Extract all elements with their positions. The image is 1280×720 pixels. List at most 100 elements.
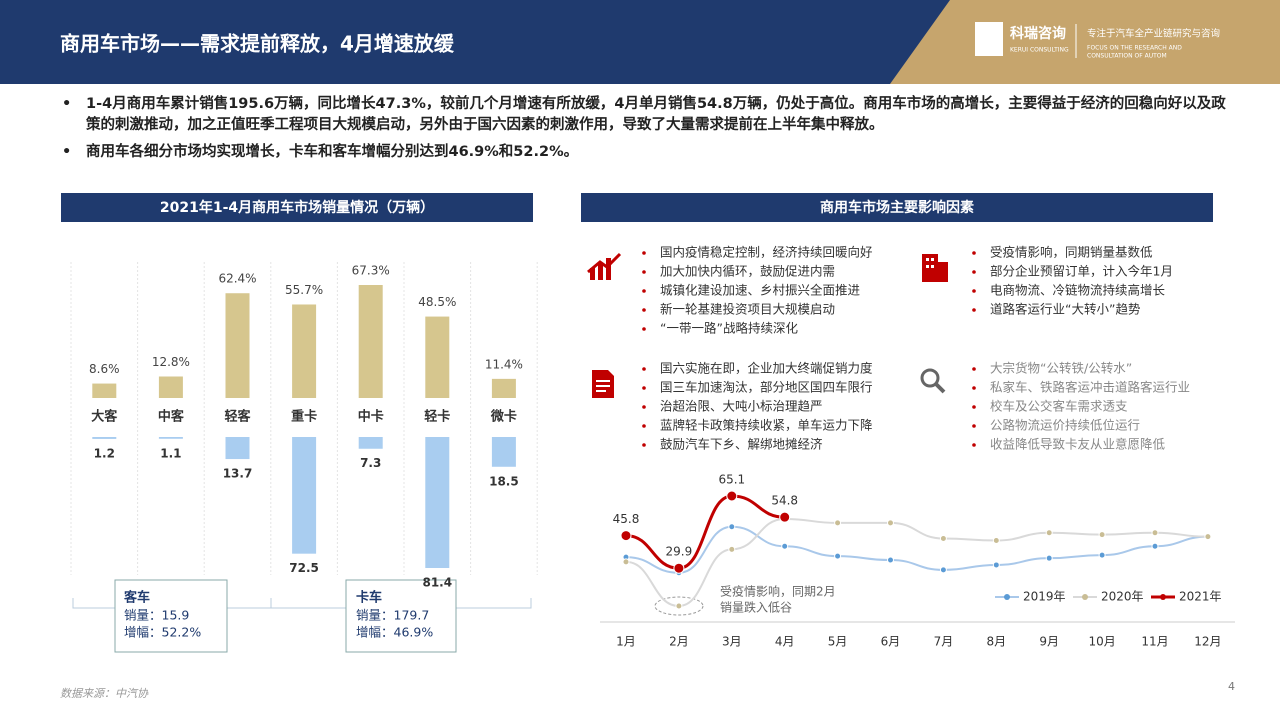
summary-line: 增幅：46.9% — [356, 625, 433, 640]
point — [834, 519, 842, 527]
bullets: 1-4月商用车累计销售195.6万辆，同比增长47.3%，较前几个月增速有所放缓… — [62, 94, 1232, 169]
point — [939, 566, 947, 574]
factor-bullet — [642, 270, 646, 274]
category-label: 微卡 — [490, 409, 517, 425]
category-label: 轻客 — [224, 409, 251, 425]
x-tick-label: 12月 — [1194, 635, 1221, 649]
point — [781, 542, 789, 550]
bar-label: 67.3% — [352, 264, 390, 278]
bar-label: 7.3 — [360, 456, 381, 470]
factor-item: 部分企业预留订单，计入今年1月 — [990, 264, 1173, 279]
bullet: 商用车各细分市场均实现增长，卡车和客车增幅分别达到46.9%和52.2%。 — [62, 142, 1232, 163]
factor-bullet — [972, 251, 976, 255]
factor-item: 国内疫情稳定控制，经济持续回暖向好 — [660, 245, 873, 260]
logo-tagline-en: CONSULTATION OF AUTOM — [1087, 53, 1167, 60]
icon-search — [920, 368, 946, 394]
bar-label: 1.1 — [160, 446, 181, 460]
summary-bracket — [72, 598, 532, 609]
bar-label: 8.6% — [89, 362, 120, 376]
summary-line: 增幅：52.2% — [124, 625, 201, 640]
bar-label: 11.4% — [485, 357, 523, 371]
factor-bullet — [972, 386, 976, 390]
factor-item: 新一轮基建投资项目大规模启动 — [660, 302, 835, 317]
legend-label: 2020年 — [1101, 590, 1144, 604]
factor-bullet — [972, 270, 976, 274]
factor-item: 鼓励汽车下乡、解绑地摊经济 — [660, 437, 823, 452]
dynamic: 国内疫情稳定控制，经济持续回暖向好加大加快内循环，鼓励促进内需城镇化建设加速、乡… — [70, 245, 1222, 649]
factor-bullet — [972, 308, 976, 312]
factor-bullet — [972, 424, 976, 428]
point — [1098, 551, 1106, 559]
icon-document — [592, 370, 614, 398]
point — [622, 558, 630, 566]
factor-item: 私家车、铁路客运冲击道路客运行业 — [990, 380, 1190, 395]
summary-line: 销量：15.9 — [124, 608, 189, 623]
bar-label: 55.7% — [285, 283, 323, 297]
factor-item: 受疫情影响，同期销量基数低 — [990, 245, 1153, 260]
factor-bullet — [642, 443, 646, 447]
factor-bullet — [642, 327, 646, 331]
factor-bullet — [972, 367, 976, 371]
factor-bullet — [642, 386, 646, 390]
legend-label: 2019年 — [1023, 590, 1066, 604]
legend-marker — [1160, 594, 1166, 600]
source: 数据来源：中汽协 — [60, 687, 149, 700]
point — [675, 602, 683, 610]
bar-label: 62.4% — [218, 272, 256, 286]
point — [728, 545, 736, 553]
point — [728, 523, 736, 531]
factor-item: 电商物流、冷链物流持续高增长 — [990, 283, 1166, 298]
annotation-ellipse — [654, 596, 704, 616]
point-label: 45.8 — [613, 512, 640, 526]
bar — [491, 437, 516, 467]
bar — [491, 378, 516, 398]
header-gold — [890, 0, 1280, 84]
bar — [92, 383, 117, 398]
bar-label: 18.5 — [489, 474, 519, 488]
bar-label: 72.5 — [289, 561, 319, 575]
factor-item: 国六实施在即，企业加大终端促销力度 — [660, 361, 873, 376]
x-tick-label: 10月 — [1088, 635, 1115, 649]
point — [939, 534, 947, 542]
point — [779, 511, 791, 523]
factor-bullet — [972, 443, 976, 447]
logo-mark — [975, 22, 1003, 56]
x-tick-label: 9月 — [1039, 635, 1059, 649]
summary-name: 客车 — [124, 590, 150, 606]
bar — [292, 304, 317, 398]
bar — [358, 437, 383, 449]
point — [1098, 531, 1106, 539]
factor-bullet — [642, 424, 646, 428]
factor-item: 大宗货物“公转铁/公转水” — [990, 361, 1132, 376]
bar-label: 12.8% — [152, 355, 190, 369]
factor-item: 收益降低导致卡友从业意愿降低 — [990, 437, 1166, 452]
bar-chart-title: 2021年1-4月商用车市场销量情况（万辆） — [160, 199, 434, 216]
point — [1045, 529, 1053, 537]
icon-building — [922, 254, 948, 282]
point — [726, 490, 738, 502]
factor-item: 加大加快内循环，鼓励促进内需 — [660, 264, 835, 279]
x-tick-label: 3月 — [722, 635, 742, 649]
logo-name-en: KERUI CONSULTING — [1010, 47, 1069, 54]
legend-label: 2021年 — [1179, 590, 1222, 604]
point — [1151, 542, 1159, 550]
annotation: 销量跌入低谷 — [720, 600, 792, 615]
point — [992, 537, 1000, 545]
bar — [358, 285, 383, 398]
point — [1045, 554, 1053, 562]
point-label: 54.8 — [771, 494, 798, 508]
x-tick-label: 5月 — [828, 635, 848, 649]
point-label: 65.1 — [718, 473, 745, 487]
point — [673, 562, 685, 574]
bullet: 1-4月商用车累计销售195.6万辆，同比增长47.3%，较前几个月增速有所放缓… — [62, 94, 1232, 136]
factor-bullet — [972, 289, 976, 293]
factor-bullet — [642, 367, 646, 371]
summary-box — [345, 579, 457, 653]
icon-growth — [587, 252, 622, 280]
bar-label: 1.2 — [94, 446, 115, 460]
legend-marker — [1004, 594, 1010, 600]
factor-item: “一带一路”战略持续深化 — [660, 321, 798, 336]
category-label: 大客 — [91, 409, 118, 425]
page-number: 4 — [1228, 680, 1235, 693]
summary-box — [114, 579, 228, 653]
